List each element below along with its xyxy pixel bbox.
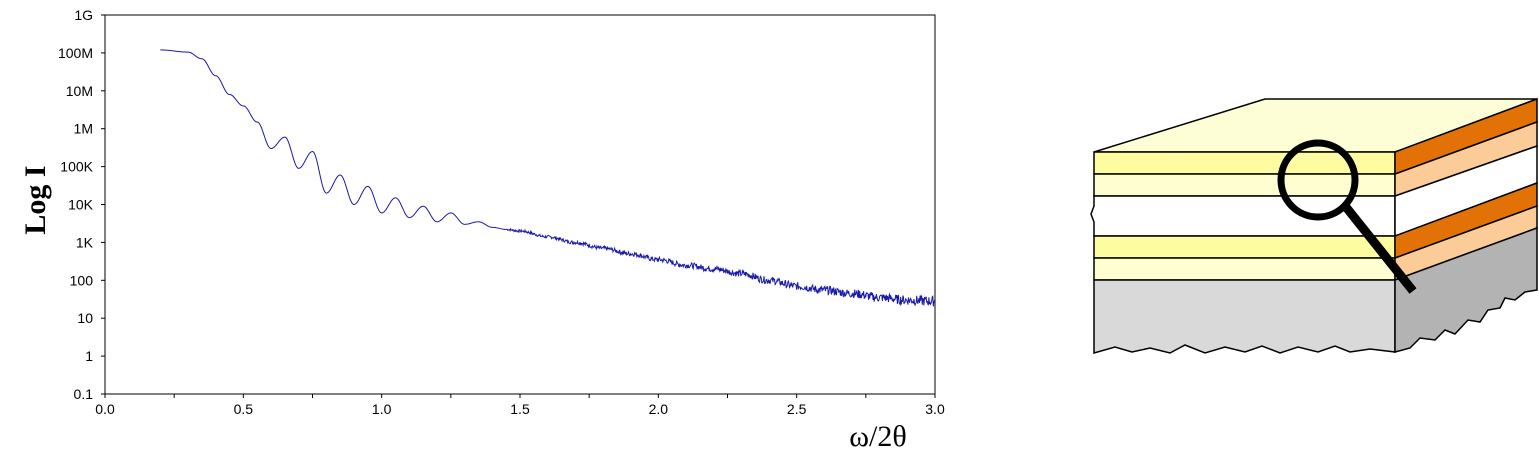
x-tick-label: 0.0 (95, 401, 115, 417)
y-tick-label: 10K (68, 197, 94, 213)
y-tick-label: 1G (74, 7, 93, 23)
reflectivity-chart: 0.1 1 10 100 1K 10K 100K 1M 10M 100M 1G 0.0 0.5 1.0 1… (19, 7, 945, 453)
y-axis-ticks: 0.1 1 10 100 1K 10K 100K 1M 10M 100M 1G (58, 7, 105, 402)
y-tick-label: 10M (66, 83, 93, 99)
substrate-front (1093, 279, 1396, 354)
front-layer-4 (1093, 257, 1396, 281)
y-tick-label: 1M (74, 121, 93, 137)
y-tick-label: 100K (60, 159, 93, 175)
y-tick-label: 10 (77, 310, 93, 326)
y-tick-label: 100M (58, 45, 93, 61)
x-tick-label: 0.5 (234, 401, 254, 417)
y-axis-title: Log I (19, 165, 52, 234)
y-tick-label: 1K (76, 234, 94, 250)
multilayer-diagram (1090, 97, 1538, 354)
y-tick-label: 1 (85, 348, 93, 364)
x-tick-label: 1.5 (510, 401, 530, 417)
front-layer-3 (1093, 235, 1396, 259)
x-axis-title: ω/2θ (849, 420, 906, 453)
plot-frame (104, 14, 936, 395)
x-tick-label: 1.0 (372, 401, 392, 417)
x-tick-label: 3.0 (925, 401, 945, 417)
y-tick-label: 100 (70, 272, 94, 288)
reflectivity-curve (160, 49, 936, 307)
x-axis-ticks: 0.0 0.5 1.0 1.5 2.0 2.5 3.0 (95, 394, 945, 417)
x-tick-label: 2.5 (787, 401, 807, 417)
magnifier-icon (1277, 139, 1417, 294)
x-tick-label: 2.0 (649, 401, 669, 417)
y-tick-label: 0.1 (74, 386, 94, 402)
substrate-side (1394, 226, 1538, 353)
